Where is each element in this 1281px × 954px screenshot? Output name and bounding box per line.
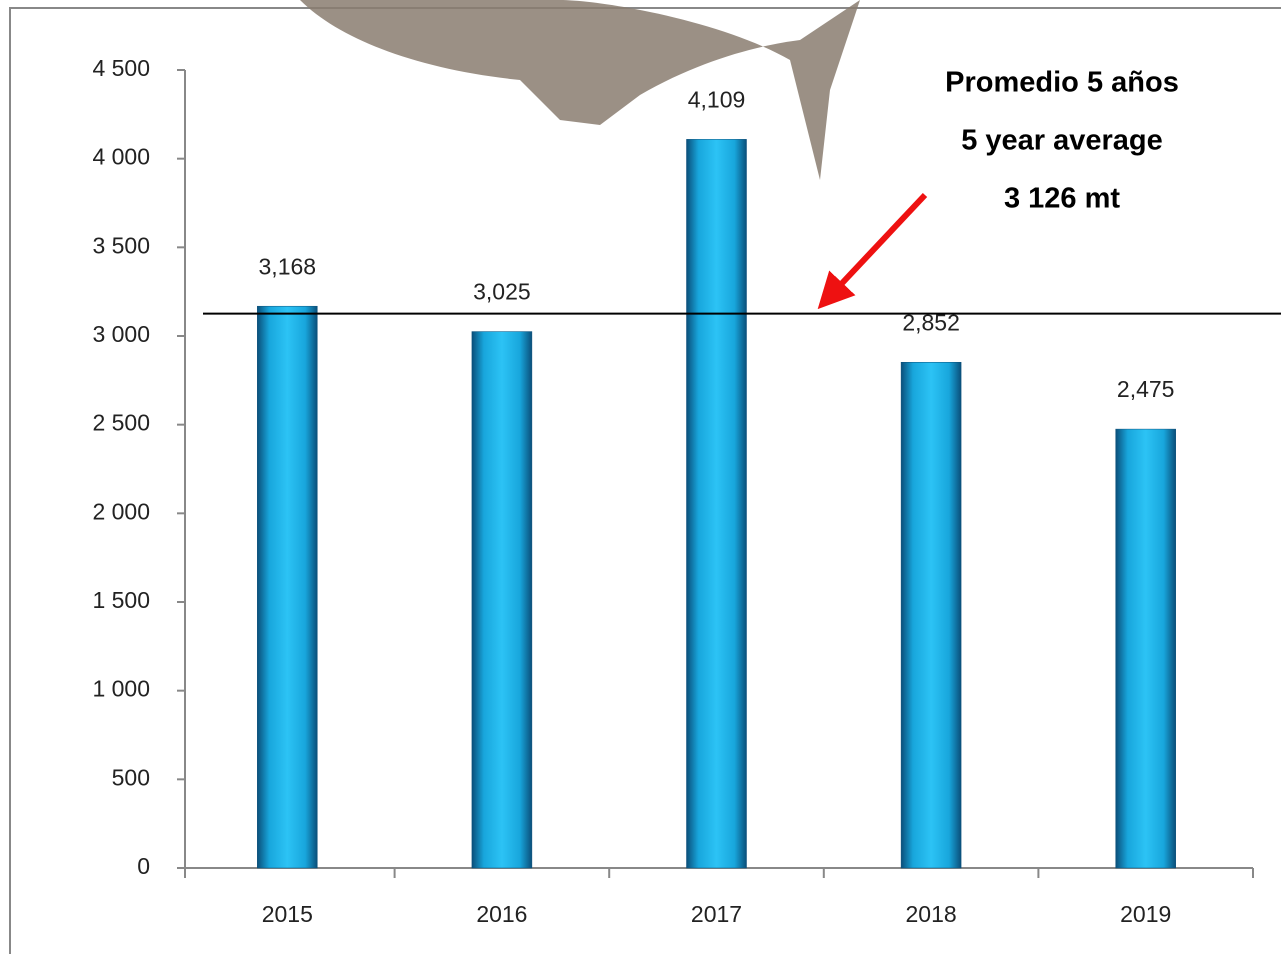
data-label: 3,025 (473, 279, 531, 305)
bar (257, 305, 318, 869)
x-tick-label: 2016 (476, 901, 527, 927)
y-tick-label: 1 500 (92, 587, 150, 613)
y-tick-label: 3 500 (92, 232, 150, 258)
data-label: 3,168 (259, 253, 317, 279)
y-tick-label: 1 000 (92, 676, 150, 702)
x-tick-label: 2017 (691, 901, 742, 927)
y-tick-label: 3 000 (92, 321, 150, 347)
annotation-line: 5 year average (961, 125, 1163, 157)
annotation-line: Promedio 5 años (945, 67, 1179, 99)
data-label: 4,109 (688, 86, 746, 112)
annotation-line: 3 126 mt (1004, 183, 1120, 215)
arrow (817, 192, 928, 310)
x-tick-label: 2018 (906, 901, 957, 927)
bar (900, 361, 962, 869)
y-tick-label: 0 (137, 853, 150, 879)
bar (1115, 428, 1176, 869)
bar (686, 139, 747, 869)
x-tick-label: 2019 (1120, 901, 1171, 927)
y-tick-label: 4 000 (92, 144, 150, 170)
y-tick-label: 500 (112, 764, 150, 790)
bar (471, 331, 533, 869)
data-label: 2,475 (1117, 376, 1175, 402)
fish-illustration (300, 0, 860, 180)
x-tick-label: 2015 (262, 901, 313, 927)
y-tick-label: 2 500 (92, 410, 150, 436)
y-tick-label: 4 500 (92, 55, 150, 81)
annotation: Promedio 5 años 5 year average 3 126 mt (945, 67, 1179, 215)
y-tick-label: 2 000 (92, 498, 150, 524)
